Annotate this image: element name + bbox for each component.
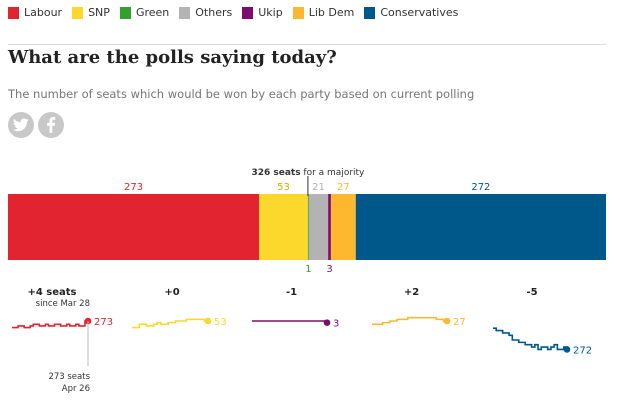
legend-item-ukip: Ukip: [242, 6, 283, 19]
party-legend: Labour SNP Green Others Ukip Lib Dem Conservat…: [8, 6, 468, 19]
legend-swatch: [179, 6, 191, 19]
trend-change-labour: +4 seats: [27, 287, 76, 298]
standfirst: The number of seats which would be won b…: [8, 87, 475, 101]
seat-bar-conservatives: [355, 194, 606, 260]
trend-end-dot-conservatives: [563, 346, 571, 353]
legend-item-conservatives: Conservatives: [364, 6, 458, 19]
trend-end-dot-lib-dem: [443, 317, 451, 325]
share-twitter-button[interactable]: [8, 112, 34, 138]
share-facebook-button[interactable]: [38, 112, 64, 138]
trend-line-lib-dem: [372, 316, 447, 326]
legend-swatch: [72, 6, 84, 19]
trend-note-labour: since Mar 28: [36, 299, 90, 309]
seat-bar-snp: [259, 194, 308, 260]
seat-bar-others: [308, 194, 329, 260]
trend-change-conservatives: -5: [526, 287, 537, 298]
trend-last-value-lib-dem: 27: [453, 317, 466, 328]
legend-swatch: [119, 6, 131, 19]
legend-label: SNP: [88, 6, 110, 19]
trend-last-value-conservatives: 272: [573, 345, 592, 356]
legend-label: Others: [195, 6, 233, 19]
legend-label: Labour: [24, 6, 63, 19]
trend-last-value-labour: 273: [94, 317, 113, 328]
trend-line-snp: [132, 318, 208, 329]
page-title: What are the polls saying today?: [8, 47, 337, 68]
legend-swatch: [364, 6, 376, 19]
legend-label: Green: [135, 6, 170, 19]
facebook-icon: [47, 117, 56, 133]
divider: [8, 44, 606, 45]
trend-line-conservatives: [493, 327, 568, 351]
trend-change-snp: +0: [164, 287, 179, 298]
trend-change-lib-dem: +2: [404, 287, 419, 298]
hover-annotation-seats: 273 seats: [48, 372, 90, 382]
trend-end-dot-ukip: [323, 319, 331, 326]
seat-bar-ukip: [328, 194, 331, 260]
legend-label: Ukip: [258, 6, 283, 19]
legend-label: Conservatives: [380, 6, 459, 19]
seat-bar-lib-dem: [330, 194, 356, 260]
trend-line-labour: [12, 320, 88, 329]
seat-label-conservatives: 272: [471, 182, 490, 193]
legend-swatch: [8, 6, 19, 19]
legend-swatch: [292, 6, 304, 19]
seat-label-snp: 53: [277, 182, 290, 193]
seat-label-green: 1: [305, 264, 311, 275]
trend-line-ukip: [252, 320, 328, 323]
seat-label-labour: 273: [124, 182, 143, 193]
hover-annotation-date: Apr 26: [62, 384, 90, 394]
trend-last-value-snp: 53: [214, 317, 227, 328]
seat-label-lib-dem: 27: [337, 182, 350, 193]
seat-bar-green: [307, 194, 309, 260]
legend-label: Lib Dem: [308, 6, 355, 19]
seat-label-others: 21: [312, 182, 325, 193]
legend-item-green: Green: [119, 6, 170, 19]
seat-label-ukip: 3: [326, 264, 332, 275]
twitter-icon: [13, 118, 29, 132]
trend-last-value-ukip: 3: [333, 319, 339, 330]
legend-swatch: [242, 6, 254, 19]
legend-item-snp: SNP: [72, 6, 110, 19]
majority-label: 326 seats for a majority: [251, 168, 365, 178]
legend-item-others: Others: [179, 6, 232, 19]
legend-item-labour: Labour: [8, 6, 62, 19]
legend-item-lib-dem: Lib Dem: [292, 6, 355, 19]
trend-change-ukip: -1: [286, 287, 297, 298]
seat-bar-labour: [8, 194, 260, 260]
trend-end-dot-snp: [204, 317, 212, 325]
